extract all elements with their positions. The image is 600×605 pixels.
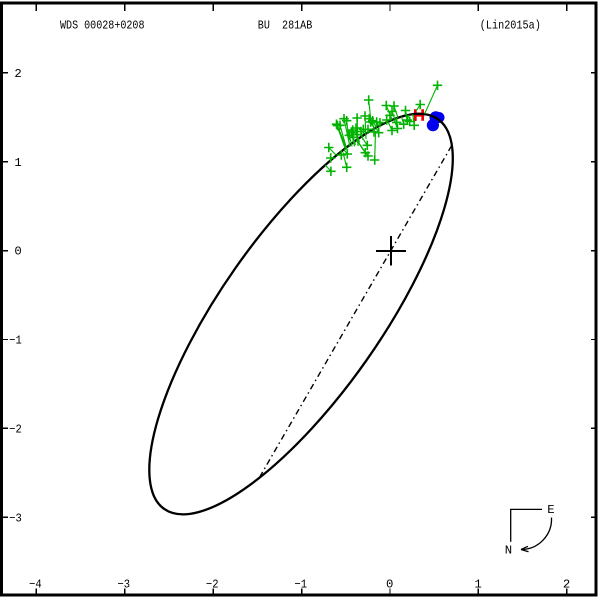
svg-text:2: 2 [563, 578, 570, 592]
svg-text:BU 281AB: BU 281AB [258, 19, 313, 33]
svg-text:(Lin2015a): (Lin2015a) [480, 19, 541, 33]
svg-text:WDS 00028+0208: WDS 00028+0208 [60, 19, 145, 33]
svg-text:1: 1 [474, 578, 481, 592]
svg-text:−1: −1 [9, 334, 22, 348]
svg-text:−3: −3 [9, 511, 22, 525]
svg-text:N: N [505, 544, 512, 558]
svg-text:−3: −3 [118, 578, 131, 592]
svg-text:2: 2 [14, 67, 21, 81]
svg-text:−4: −4 [29, 578, 42, 592]
svg-text:1: 1 [14, 156, 21, 170]
svg-text:0: 0 [386, 578, 393, 592]
svg-text:0: 0 [14, 245, 21, 259]
svg-text:−2: −2 [206, 578, 219, 592]
svg-text:−2: −2 [9, 423, 22, 437]
svg-text:E: E [547, 503, 554, 517]
svg-text:−1: −1 [295, 578, 308, 592]
